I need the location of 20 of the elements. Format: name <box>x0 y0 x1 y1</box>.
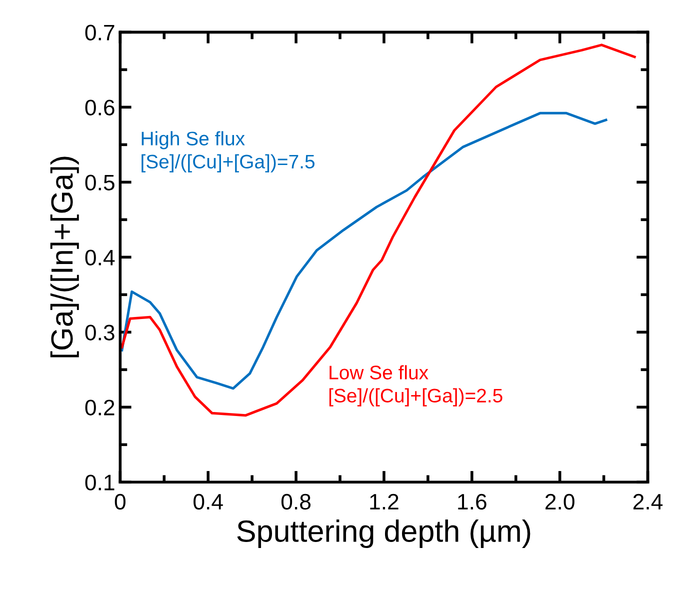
x-tick-label: 2.0 <box>546 494 574 510</box>
x-tick-label: 1.2 <box>370 494 398 510</box>
line-series <box>120 44 636 417</box>
y-axis-title: [Ga]/([In]+[Ga]) <box>50 156 79 358</box>
series-label: Low Se flux [Se]/([Cu]+[Ga])=2.5 <box>329 365 502 406</box>
x-tick-label: 2.4 <box>633 494 663 510</box>
x-tick-label: 0.8 <box>281 494 311 510</box>
line-series <box>120 112 608 390</box>
y-tick-label: 0.4 <box>85 250 115 266</box>
y-tick-label: 0.7 <box>85 24 114 40</box>
y-tick-label: 0.6 <box>85 100 114 116</box>
x-tick-label: 0 <box>114 494 126 510</box>
y-tick-label: 0.5 <box>85 174 114 190</box>
text: High Se flux [Se]/([Cu]+[Ga])=7.5 <box>142 131 314 172</box>
x-tick-label: 1.6 <box>458 494 486 510</box>
y-tick-label: 0.1 <box>85 474 114 490</box>
y-tick-label: 0.3 <box>85 324 114 340</box>
x-tick-label: 0.4 <box>194 494 223 510</box>
y-tick-label: 0.2 <box>85 400 114 416</box>
x-axis-title: Sputtering depth (µm) <box>237 520 530 548</box>
